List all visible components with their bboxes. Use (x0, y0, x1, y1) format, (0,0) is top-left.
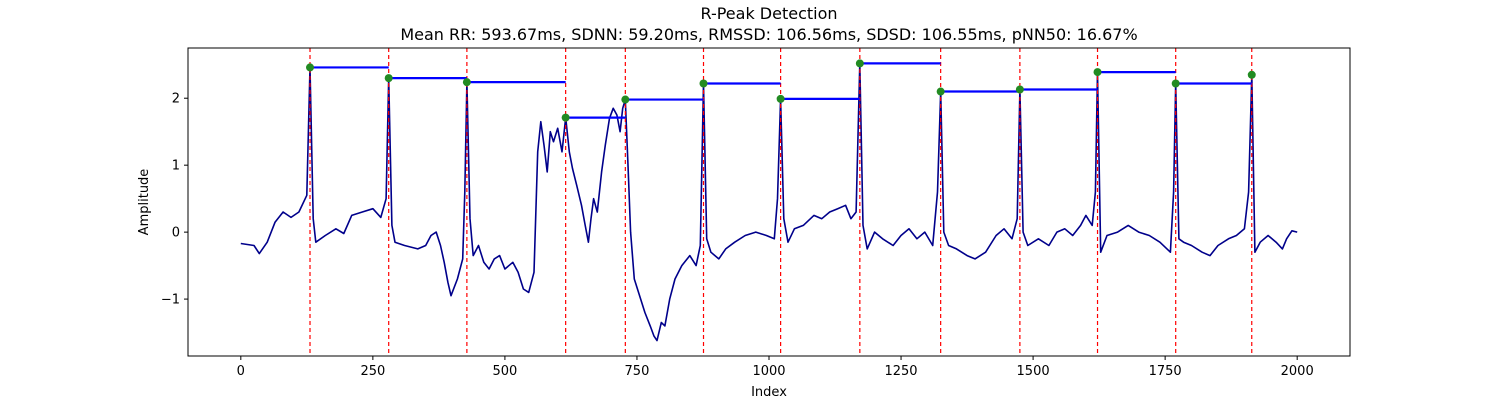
x-tick-label: 250 (360, 364, 385, 379)
x-tick-label: 1500 (1017, 364, 1050, 379)
ecg-signal-line (240, 62, 1298, 342)
r-peak-point (1093, 68, 1102, 77)
r-peak-point (561, 113, 570, 122)
r-peak-point (855, 59, 864, 68)
r-peak-point (384, 74, 393, 83)
x-axis-label: Index (751, 385, 787, 400)
r-peak-point (306, 63, 315, 72)
plot-area (240, 48, 1298, 356)
r-peak-point (1247, 70, 1256, 79)
x-tick-label: 0 (237, 364, 245, 379)
r-peak-point (462, 78, 471, 87)
y-tick-label: −1 (161, 293, 180, 308)
chart-subtitle: Mean RR: 593.67ms, SDNN: 59.20ms, RMSSD:… (400, 25, 1137, 44)
r-peak-point (1015, 85, 1024, 94)
r-peak-point (621, 95, 630, 104)
x-axis: 0 250 500 750 1000 1250 1500 1750 2000 (237, 356, 1314, 379)
x-tick-label: 750 (625, 364, 650, 379)
r-peak-point (699, 79, 708, 88)
x-tick-label: 500 (492, 364, 517, 379)
x-tick-label: 2000 (1281, 364, 1314, 379)
r-peak-point (936, 87, 945, 96)
y-tick-label: 0 (172, 226, 180, 241)
r-peak-point (1171, 79, 1180, 88)
y-tick-label: 2 (172, 92, 180, 107)
x-tick-label: 1000 (752, 364, 785, 379)
x-tick-label: 1750 (1149, 364, 1182, 379)
r-peak-point (776, 94, 785, 103)
y-axis-label: Amplitude (137, 169, 152, 236)
y-axis: −1 0 1 2 (161, 92, 188, 308)
y-tick-label: 1 (172, 159, 180, 174)
chart-title: R-Peak Detection (700, 4, 837, 23)
x-tick-label: 1250 (884, 364, 917, 379)
